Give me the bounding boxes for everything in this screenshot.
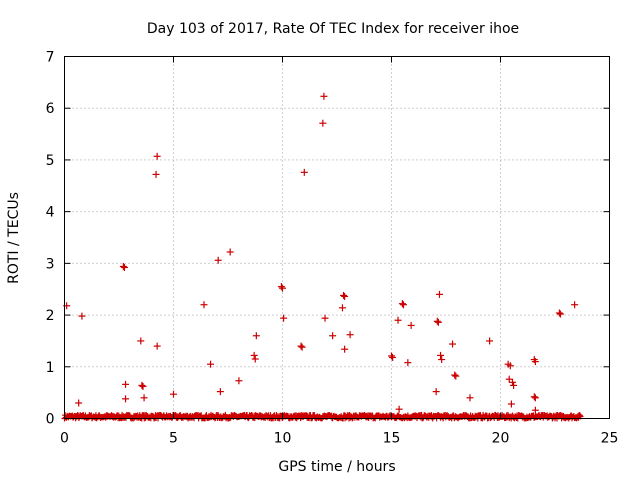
x-tick-label: 15 xyxy=(383,431,401,447)
data-point xyxy=(340,291,348,299)
data-point xyxy=(319,119,327,127)
data-point xyxy=(252,332,260,340)
y-tick-label: 5 xyxy=(46,153,55,169)
data-point xyxy=(395,405,403,413)
data-point xyxy=(235,377,243,385)
data-point xyxy=(556,310,564,318)
data-point xyxy=(251,355,259,363)
data-point xyxy=(200,301,208,309)
data-point xyxy=(78,312,86,320)
data-point xyxy=(531,394,539,402)
x-tick-label: 0 xyxy=(60,431,69,447)
data-point xyxy=(137,337,145,345)
chart-title: Day 103 of 2017, Rate Of TEC Index for r… xyxy=(147,21,519,37)
data-point xyxy=(508,378,516,386)
y-tick-label: 2 xyxy=(46,308,55,324)
data-point xyxy=(207,360,215,368)
data-point xyxy=(404,359,412,367)
data-point xyxy=(452,372,460,380)
y-tick-label: 4 xyxy=(46,205,55,221)
data-point xyxy=(398,300,406,308)
plot-frame xyxy=(64,56,610,419)
data-point xyxy=(216,388,224,396)
data-point xyxy=(399,301,407,309)
data-point xyxy=(138,381,146,389)
y-axis-label: ROTI / TECUs xyxy=(6,192,22,284)
data-point xyxy=(341,345,349,353)
data-point xyxy=(122,395,130,403)
y-tick-label: 6 xyxy=(46,101,55,117)
data-point xyxy=(407,321,415,329)
data-point xyxy=(277,283,285,291)
data-point xyxy=(432,388,440,396)
data-point xyxy=(394,316,402,324)
data-point xyxy=(507,400,515,408)
data-point xyxy=(152,170,160,178)
data-point xyxy=(505,375,513,383)
data-point xyxy=(320,92,328,100)
y-tick-label: 3 xyxy=(46,256,55,272)
data-point xyxy=(122,380,130,388)
data-point xyxy=(510,381,518,389)
x-tick-label: 20 xyxy=(492,431,510,447)
data-point xyxy=(170,390,177,398)
data-point xyxy=(449,340,457,348)
data-point xyxy=(571,301,579,309)
data-point xyxy=(531,406,539,414)
data-point xyxy=(437,351,445,359)
data-point xyxy=(279,284,286,292)
data-point xyxy=(466,394,474,402)
data-point xyxy=(120,263,128,271)
data-point xyxy=(140,394,148,402)
x-axis-label: GPS time / hours xyxy=(278,459,395,475)
data-point xyxy=(530,393,538,401)
axis-ticks: 0 5 10 15 20 25 0 1 2 3 4 5 6 7 xyxy=(46,50,619,447)
data-point xyxy=(75,399,83,407)
data-point xyxy=(346,331,354,339)
data-point xyxy=(297,342,305,350)
data-point xyxy=(338,304,346,312)
data-point xyxy=(329,332,337,340)
y-tick-label: 1 xyxy=(46,360,55,376)
x-tick-label: 25 xyxy=(601,431,619,447)
data-point xyxy=(388,352,395,360)
x-tick-label: 10 xyxy=(274,431,292,447)
y-tick-label: 7 xyxy=(46,50,55,66)
y-tick-label: 0 xyxy=(46,412,55,428)
data-point xyxy=(298,343,306,351)
data-point xyxy=(226,248,234,256)
baseline-band xyxy=(61,411,584,422)
x-tick-label: 5 xyxy=(169,431,178,447)
data-point xyxy=(435,290,443,298)
data-point xyxy=(300,168,308,176)
data-point xyxy=(321,314,329,322)
data-point xyxy=(250,351,258,359)
data-point xyxy=(433,317,441,325)
data-point xyxy=(341,292,349,300)
data-point xyxy=(280,314,288,322)
data-point xyxy=(438,356,446,364)
data-point xyxy=(389,353,397,361)
grid-lines xyxy=(64,56,610,419)
data-point xyxy=(555,309,563,317)
data-point xyxy=(153,342,161,350)
data-point xyxy=(434,318,442,326)
data-point xyxy=(486,337,494,345)
data-point xyxy=(531,358,539,366)
data-points xyxy=(61,92,584,422)
data-point xyxy=(451,371,459,379)
data-point xyxy=(214,256,222,264)
data-point xyxy=(139,382,147,390)
data-point xyxy=(506,362,514,370)
data-point xyxy=(119,262,127,270)
data-point xyxy=(153,152,161,160)
